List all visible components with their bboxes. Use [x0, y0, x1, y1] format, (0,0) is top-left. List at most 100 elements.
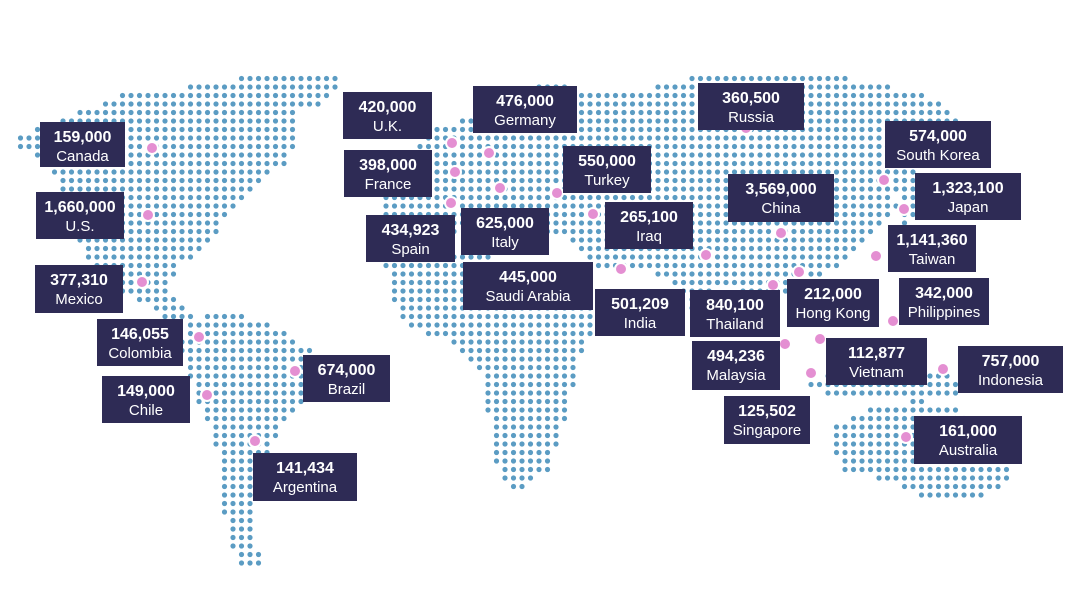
map-dot: [578, 109, 585, 116]
map-dot: [230, 101, 236, 107]
map-dot: [281, 152, 287, 158]
map-dot: [85, 254, 92, 260]
map-dot: [544, 313, 551, 320]
map-dot: [510, 330, 517, 337]
map-dot: [604, 92, 610, 99]
map-dot: [774, 75, 780, 82]
map-dot: [833, 169, 840, 175]
map-dot: [145, 237, 151, 243]
map-dot: [247, 364, 253, 371]
marker-value: 420,000: [359, 99, 417, 116]
map-dot: [519, 330, 525, 337]
pin: [778, 337, 792, 351]
map-dot: [179, 228, 185, 235]
map-dot: [816, 109, 823, 116]
map-dot: [187, 92, 194, 99]
map-dot: [315, 84, 321, 90]
map-dot: [162, 194, 168, 201]
map-dot: [527, 466, 534, 473]
map-dot: [748, 279, 755, 286]
map-dot: [196, 356, 202, 362]
map-dot: [697, 169, 704, 175]
map-dot: [782, 245, 789, 252]
map-dot: [281, 415, 287, 422]
map-dot: [587, 245, 593, 252]
map-dot: [740, 279, 746, 286]
map-dot: [901, 390, 908, 396]
marker-name: Malaysia: [706, 367, 766, 384]
map-dot: [204, 356, 211, 362]
map-dot: [485, 254, 491, 260]
map-dot: [204, 186, 211, 192]
map-dot: [595, 228, 602, 235]
map-dot: [179, 313, 185, 320]
map-dot: [527, 398, 534, 405]
map-dot: [485, 339, 491, 345]
map-dot: [255, 339, 262, 345]
map-dot: [476, 186, 483, 192]
map-dot: [221, 415, 228, 422]
map-dot: [162, 305, 168, 311]
map-dot: [808, 118, 814, 124]
map-dot: [536, 169, 542, 175]
map-dot: [238, 492, 245, 498]
map-dot: [867, 109, 874, 116]
map-dot: [672, 118, 678, 124]
marker-value: 360,500: [722, 90, 780, 107]
map-dot: [213, 424, 219, 430]
map-dot: [527, 152, 534, 158]
map-dot: [927, 475, 933, 481]
map-dot: [570, 237, 576, 243]
map-dot: [561, 390, 568, 396]
map-dot: [451, 279, 457, 286]
map-dot: [264, 84, 270, 90]
map-dot: [604, 126, 610, 133]
map-dot: [247, 560, 253, 566]
map-dot: [646, 126, 653, 133]
map-dot: [859, 228, 865, 235]
map-dot: [850, 458, 857, 464]
map-dot: [723, 228, 729, 235]
map-dot: [850, 101, 857, 107]
map-dot: [884, 203, 891, 209]
map-dot: [842, 84, 848, 90]
map-dot: [485, 398, 491, 405]
map-dot: [459, 135, 466, 141]
map-dot: [485, 194, 491, 201]
map-dot: [485, 390, 491, 396]
map-dot: [298, 381, 304, 388]
map-dot: [255, 407, 262, 413]
marker-value: 1,660,000: [44, 199, 115, 216]
label-box: [102, 376, 190, 423]
map-dot: [876, 169, 882, 175]
map-dot: [153, 92, 160, 99]
map-dot: [553, 356, 559, 362]
map-dot: [298, 398, 304, 405]
map-dot: [544, 449, 551, 456]
map-dot: [910, 177, 916, 184]
marker-name: Brazil: [328, 381, 366, 398]
map-dot: [442, 296, 449, 303]
map-dot: [519, 475, 525, 481]
map-dot: [187, 194, 194, 201]
label-box: [40, 122, 125, 167]
map-dot: [833, 118, 840, 124]
map-dot: [859, 237, 865, 243]
label-box: [253, 453, 357, 501]
map-dot: [867, 152, 874, 158]
map-dot: [536, 432, 542, 439]
map-dot: [825, 143, 831, 150]
map-dot: [638, 109, 644, 116]
map-dot: [136, 237, 143, 243]
map-dot: [238, 407, 245, 413]
map-dot: [867, 126, 874, 133]
map-dot: [281, 390, 287, 396]
map-dot: [816, 228, 823, 235]
map-dot: [493, 398, 500, 405]
map-dot: [213, 143, 219, 150]
map-dot: [570, 228, 576, 235]
map-dot: [578, 322, 585, 328]
map-dot: [238, 160, 245, 167]
map-dot: [272, 364, 279, 371]
marker-name: Russia: [728, 109, 775, 126]
